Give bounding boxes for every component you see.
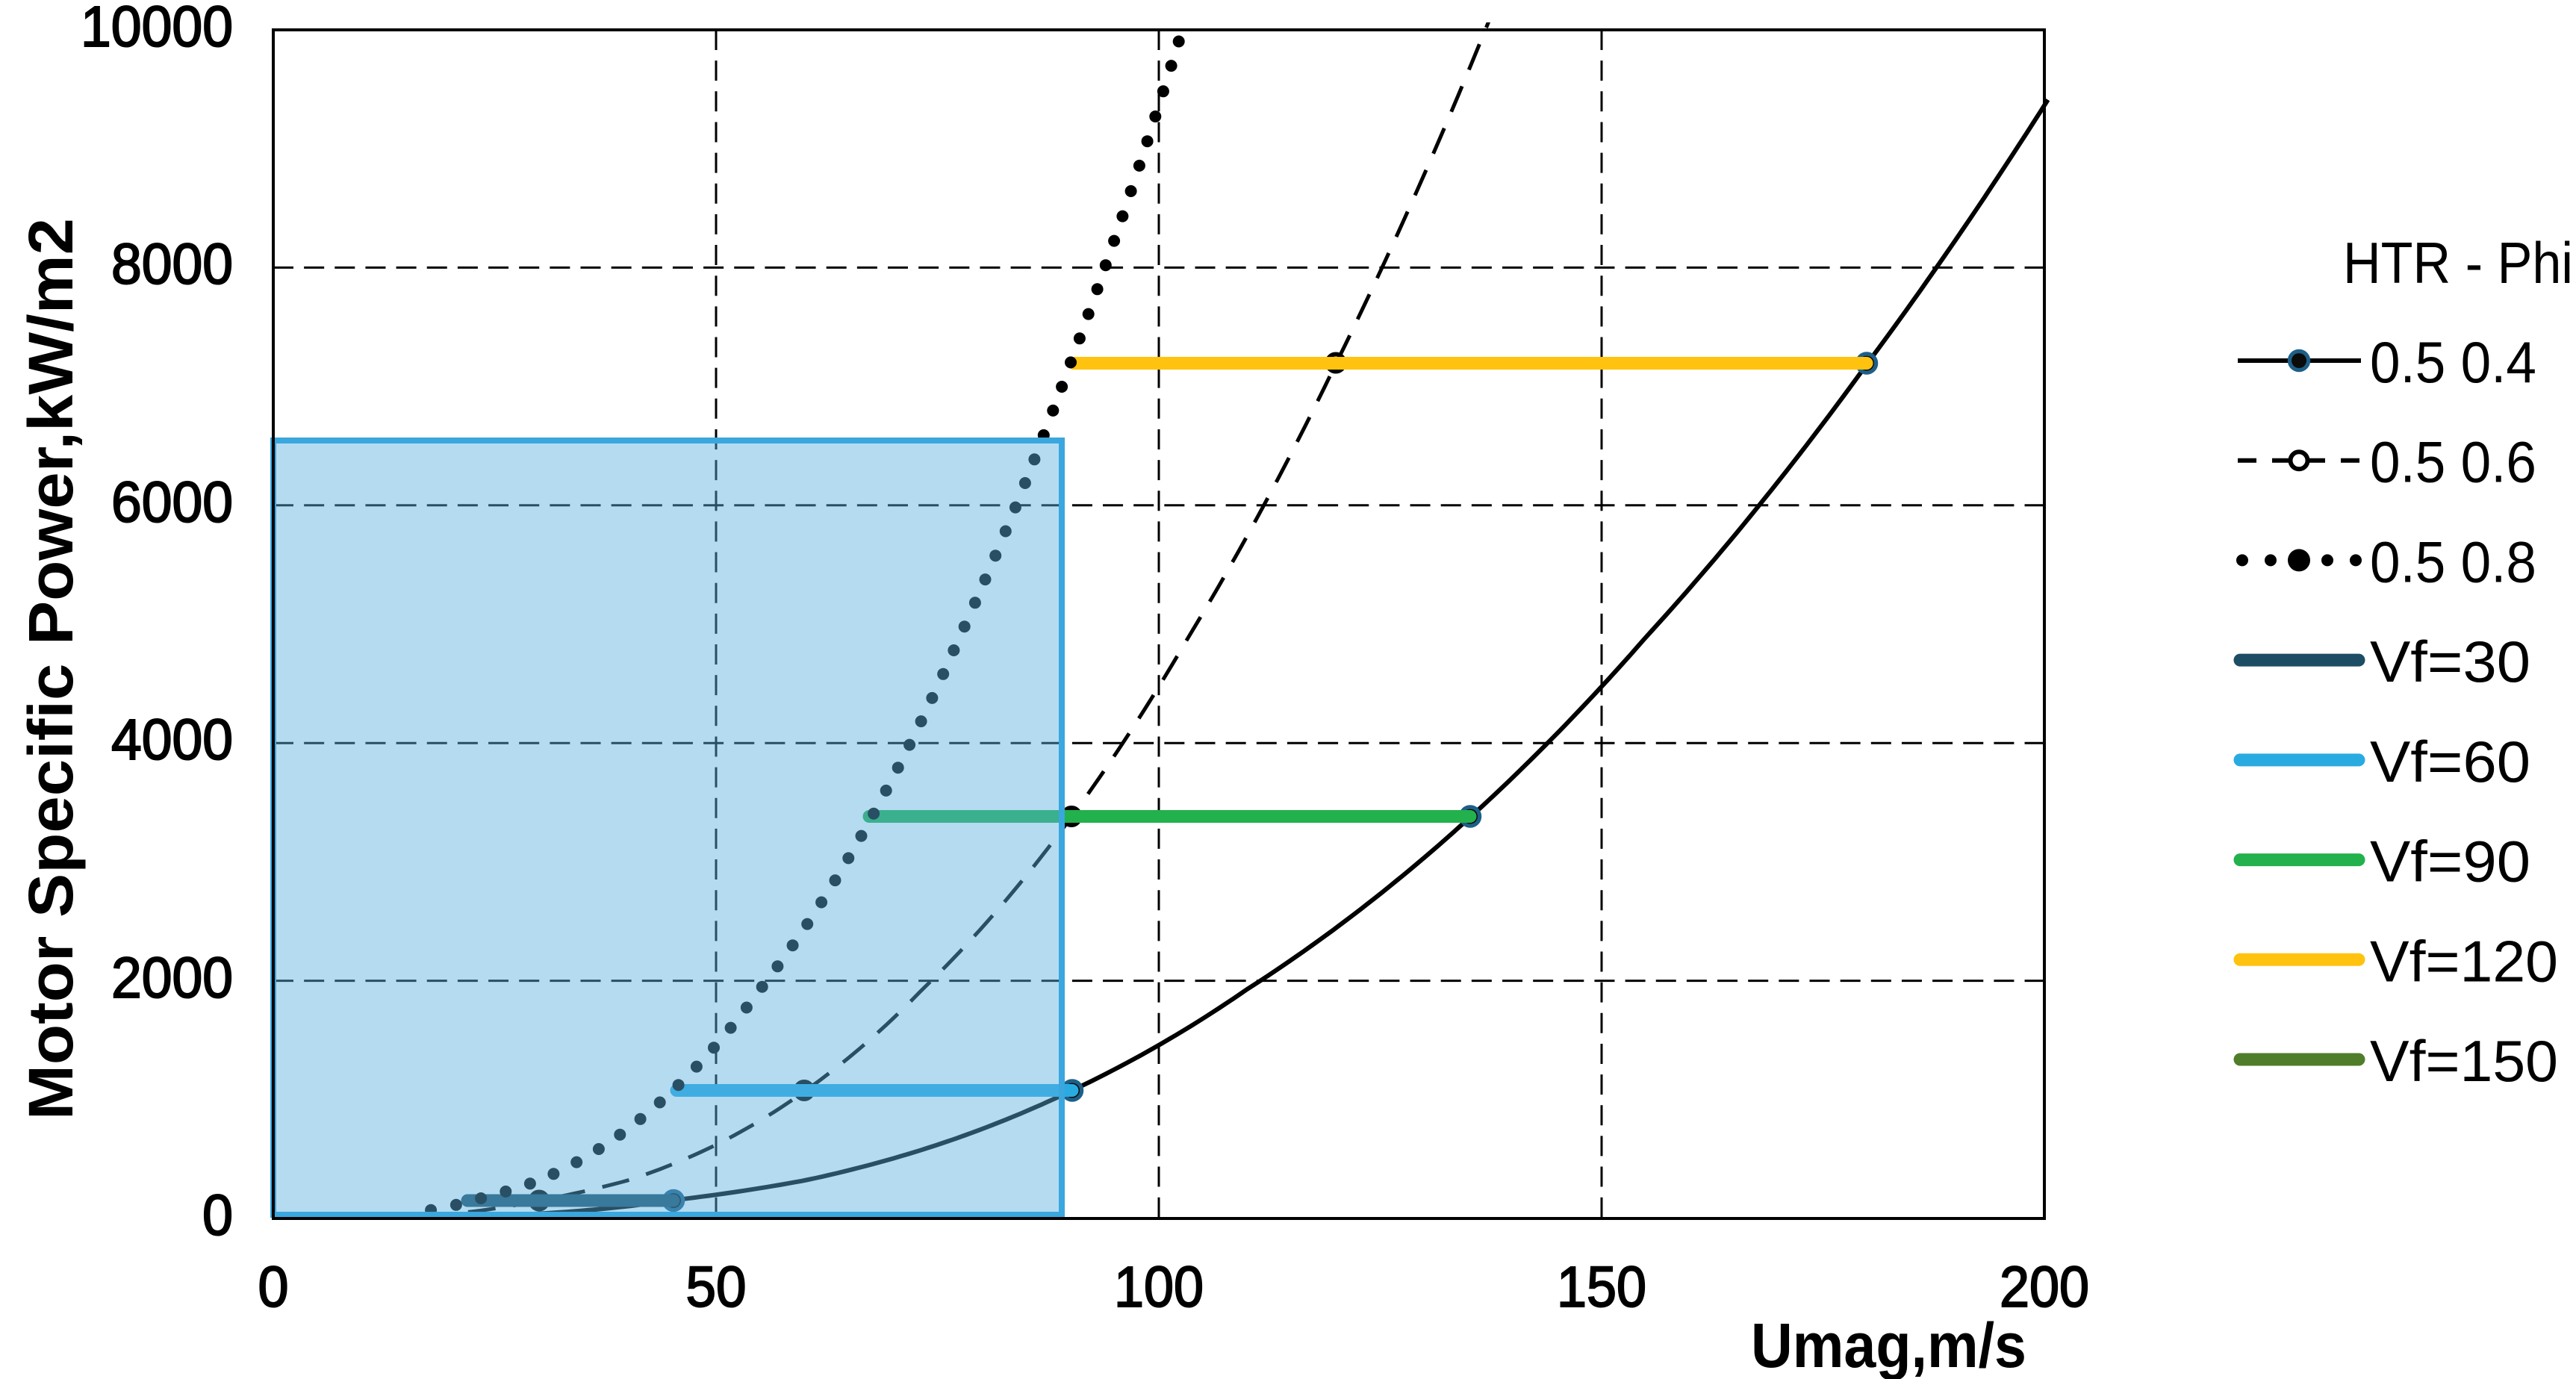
svg-text:150: 150 [1557, 1255, 1646, 1319]
svg-text:4000: 4000 [111, 708, 233, 772]
svg-text:Vf=150: Vf=150 [2370, 1028, 2558, 1094]
svg-text:8000: 8000 [111, 232, 233, 296]
svg-text:50: 50 [686, 1255, 747, 1319]
svg-text:Motor Specific Power,kW/m2: Motor Specific Power,kW/m2 [16, 218, 86, 1120]
svg-text:Vf=60: Vf=60 [2370, 729, 2530, 794]
svg-text:200: 200 [2000, 1255, 2089, 1319]
svg-text:0: 0 [258, 1255, 289, 1319]
svg-text:Vf=120: Vf=120 [2370, 928, 2558, 994]
svg-text:0.5 0.4: 0.5 0.4 [2370, 329, 2536, 395]
svg-text:Vf=30: Vf=30 [2370, 629, 2530, 694]
svg-text:HTR - Phi: HTR - Phi [2343, 230, 2573, 296]
svg-text:Umag,m/s: Umag,m/s [1751, 1310, 2026, 1379]
svg-text:6000: 6000 [111, 470, 233, 535]
svg-text:0.5 0.6: 0.5 0.6 [2370, 429, 2536, 495]
svg-text:Vf=90: Vf=90 [2370, 829, 2530, 894]
svg-text:0.5 0.8: 0.5 0.8 [2370, 529, 2536, 594]
svg-text:10000: 10000 [81, 0, 233, 59]
svg-text:100: 100 [1114, 1255, 1204, 1319]
svg-text:0: 0 [202, 1183, 233, 1248]
svg-text:2000: 2000 [111, 946, 233, 1010]
